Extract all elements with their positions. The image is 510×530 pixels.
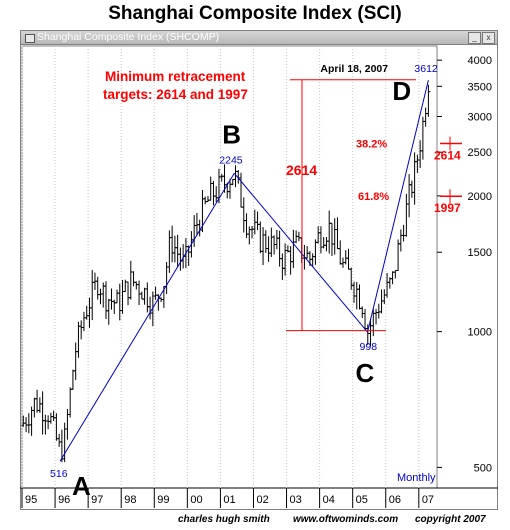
x-tick-label: 95 [25, 494, 37, 506]
window-icon [25, 34, 35, 43]
x-tick-label: 05 [356, 494, 368, 506]
pivot-letter: A [72, 471, 91, 501]
y-tick-label: 1000 [468, 327, 492, 339]
x-tick-label: 04 [323, 494, 335, 506]
d-date-label: April 18, 2007 [320, 63, 388, 75]
footer-site[interactable]: www.oftwominds.com [293, 514, 399, 525]
annotation-text: targets: 2614 and 1997 [103, 87, 248, 102]
window-title-bar[interactable]: Shanghai Composite Index (SHCOMP) _ x [20, 30, 498, 45]
window-title: Shanghai Composite Index (SHCOMP) [37, 31, 220, 43]
x-tick-label: 01 [223, 494, 235, 506]
x-tick-label: 99 [157, 494, 169, 506]
y-tick-label: 4000 [468, 55, 492, 67]
trend-line [233, 172, 368, 333]
period-label: Monthly [397, 472, 436, 484]
y-tick-label: 3000 [468, 111, 492, 123]
annotation-text: Minimum retracement [105, 69, 246, 84]
x-tick-label: 07 [422, 494, 434, 506]
x-tick-label: 02 [256, 494, 268, 506]
trend-line [367, 80, 429, 333]
y-tick-label: 2000 [468, 191, 492, 203]
x-tick-label: 03 [290, 494, 302, 506]
span-label: 2614 [286, 162, 317, 178]
pivot-value-label: 3612 [414, 63, 438, 75]
minimize-button[interactable]: _ [468, 32, 481, 44]
x-tick-label: 96 [58, 494, 70, 506]
fib-38-label: 38.2% [356, 138, 387, 150]
x-tick-label: 00 [190, 494, 202, 506]
pivot-value-label: 516 [50, 468, 68, 480]
footer-author: charles hugh smith [178, 514, 270, 525]
trend-line [59, 173, 235, 462]
y-tick-label: 1500 [468, 247, 492, 259]
fib-level-label: 2614 [434, 148, 461, 162]
x-tick-label: 06 [389, 494, 401, 506]
pivot-value-label: 2245 [219, 154, 243, 166]
pivot-letter: D [392, 76, 411, 106]
y-tick-label: 500 [474, 462, 492, 474]
pivot-letter: C [356, 358, 375, 388]
fib-level-label: 1997 [434, 201, 461, 215]
y-tick-label: 3500 [468, 81, 492, 93]
pivot-letter: B [222, 119, 241, 149]
close-button[interactable]: x [482, 32, 495, 44]
footer-copyright: copyright 2007 [415, 514, 486, 525]
x-tick-label: 97 [91, 494, 103, 506]
page-title: Shanghai Composite Index (SCI) [108, 3, 402, 24]
pivot-value-label: 998 [360, 341, 378, 353]
fib-61-label: 61.8% [358, 191, 389, 203]
y-tick-label: 2500 [468, 147, 492, 159]
x-tick-label: 98 [124, 494, 136, 506]
